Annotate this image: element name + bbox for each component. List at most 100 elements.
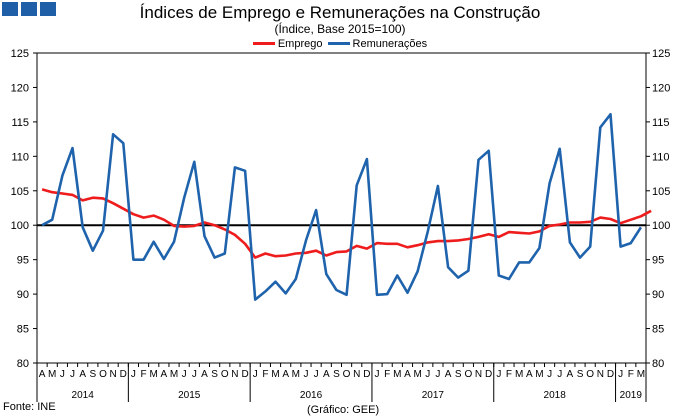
y-tick-label-left: 85 (17, 324, 29, 336)
month-label: S (577, 369, 584, 380)
month-label: D (485, 369, 492, 380)
month-label: M (413, 369, 421, 380)
month-label: D (120, 369, 127, 380)
month-label: D (241, 369, 248, 380)
month-label: D (607, 369, 614, 380)
month-label: A (39, 369, 46, 380)
y-tick-label-left: 80 (17, 358, 29, 370)
y-tick-label-right: 95 (652, 255, 664, 267)
y-tick-label-right: 85 (652, 324, 664, 336)
logo-square (2, 2, 18, 16)
y-tick-label-left: 100 (11, 220, 29, 232)
chart-title: Índices de Emprego e Remunerações na Con… (139, 3, 541, 22)
month-label: J (253, 369, 258, 380)
month-label: M (292, 369, 300, 380)
y-tick-label-right: 80 (652, 358, 664, 370)
y-tick-label-right: 100 (652, 220, 670, 232)
chart-legend: Emprego Remunerações (0, 35, 680, 51)
y-tick-label-left: 125 (11, 48, 29, 60)
y-tick-label-left: 110 (11, 151, 29, 163)
month-label: J (547, 369, 552, 380)
month-label: M (271, 369, 279, 380)
month-label: F (506, 369, 512, 380)
y-tick-label-right: 125 (652, 48, 670, 60)
legend-swatch-remuneracoes (327, 42, 350, 45)
year-label: 2014 (72, 390, 95, 401)
month-label: A (526, 369, 533, 380)
month-label: M (150, 369, 158, 380)
y-tick-label-right: 105 (652, 186, 670, 198)
month-label: S (211, 369, 218, 380)
month-label: J (557, 369, 562, 380)
credit-note: (Gráfico: GEE) (307, 404, 380, 416)
series-line-emprego (41, 188, 652, 259)
month-label: J (435, 369, 440, 380)
month-label: O (99, 369, 107, 380)
source-note: Fonte: INE (3, 401, 56, 413)
month-label: S (333, 369, 340, 380)
logo-square (21, 2, 37, 16)
month-label: A (201, 369, 208, 380)
month-label: M (515, 369, 523, 380)
month-label: N (110, 369, 117, 380)
month-label: M (48, 369, 56, 380)
y-tick-label-left: 95 (17, 255, 29, 267)
month-label: J (131, 369, 136, 380)
month-label: M (637, 369, 645, 380)
y-tick-label-right: 120 (652, 82, 670, 94)
year-label: 2015 (178, 390, 201, 401)
y-tick-label-left: 115 (11, 117, 29, 129)
month-label: J (618, 369, 623, 380)
legend-swatch-emprego (252, 42, 275, 45)
month-label: J (192, 369, 197, 380)
legend-label-remuneracoes: Remunerações (352, 37, 428, 50)
legend-label-emprego: Emprego (277, 37, 323, 50)
month-label: A (161, 369, 168, 380)
month-label: S (455, 369, 462, 380)
month-label: F (141, 369, 147, 380)
y-tick-label-left: 90 (17, 289, 29, 301)
month-label: O (464, 369, 472, 380)
y-tick-label-left: 120 (11, 82, 29, 94)
month-label: N (475, 369, 482, 380)
month-label: J (496, 369, 501, 380)
month-label: N (231, 369, 238, 380)
y-tick-label-right: 110 (652, 151, 670, 163)
y-tick-label-right: 90 (652, 289, 664, 301)
month-label: A (79, 369, 86, 380)
month-label: O (586, 369, 594, 380)
month-label: A (567, 369, 574, 380)
logo-square (40, 2, 56, 16)
y-tick-label-left: 105 (11, 186, 29, 198)
month-label: J (182, 369, 187, 380)
month-label: D (363, 369, 370, 380)
month-label: J (60, 369, 65, 380)
year-label: 2019 (620, 390, 643, 401)
month-label: N (353, 369, 360, 380)
month-label: J (314, 369, 319, 380)
month-label: A (282, 369, 289, 380)
year-label: 2016 (300, 390, 323, 401)
month-label: F (384, 369, 390, 380)
year-label: 2018 (544, 390, 567, 401)
y-tick-label-right: 115 (652, 117, 670, 129)
month-label: J (375, 369, 380, 380)
month-label: O (343, 369, 351, 380)
month-label: A (445, 369, 452, 380)
legend-item-emprego: Emprego (252, 37, 323, 51)
month-label: S (89, 369, 96, 380)
month-label: F (628, 369, 634, 380)
month-label: M (170, 369, 178, 380)
series-line-remuneracoes (41, 113, 642, 301)
chart-subtitle: (Índice, Base 2015=100) (274, 22, 406, 36)
month-label: O (221, 369, 229, 380)
month-label: A (404, 369, 411, 380)
year-label: 2017 (422, 390, 445, 401)
month-label: A (323, 369, 330, 380)
ine-logo-icon (2, 2, 56, 16)
month-label: J (303, 369, 308, 380)
month-label: J (70, 369, 75, 380)
month-label: N (597, 369, 604, 380)
month-label: M (393, 369, 401, 380)
month-label: J (425, 369, 430, 380)
